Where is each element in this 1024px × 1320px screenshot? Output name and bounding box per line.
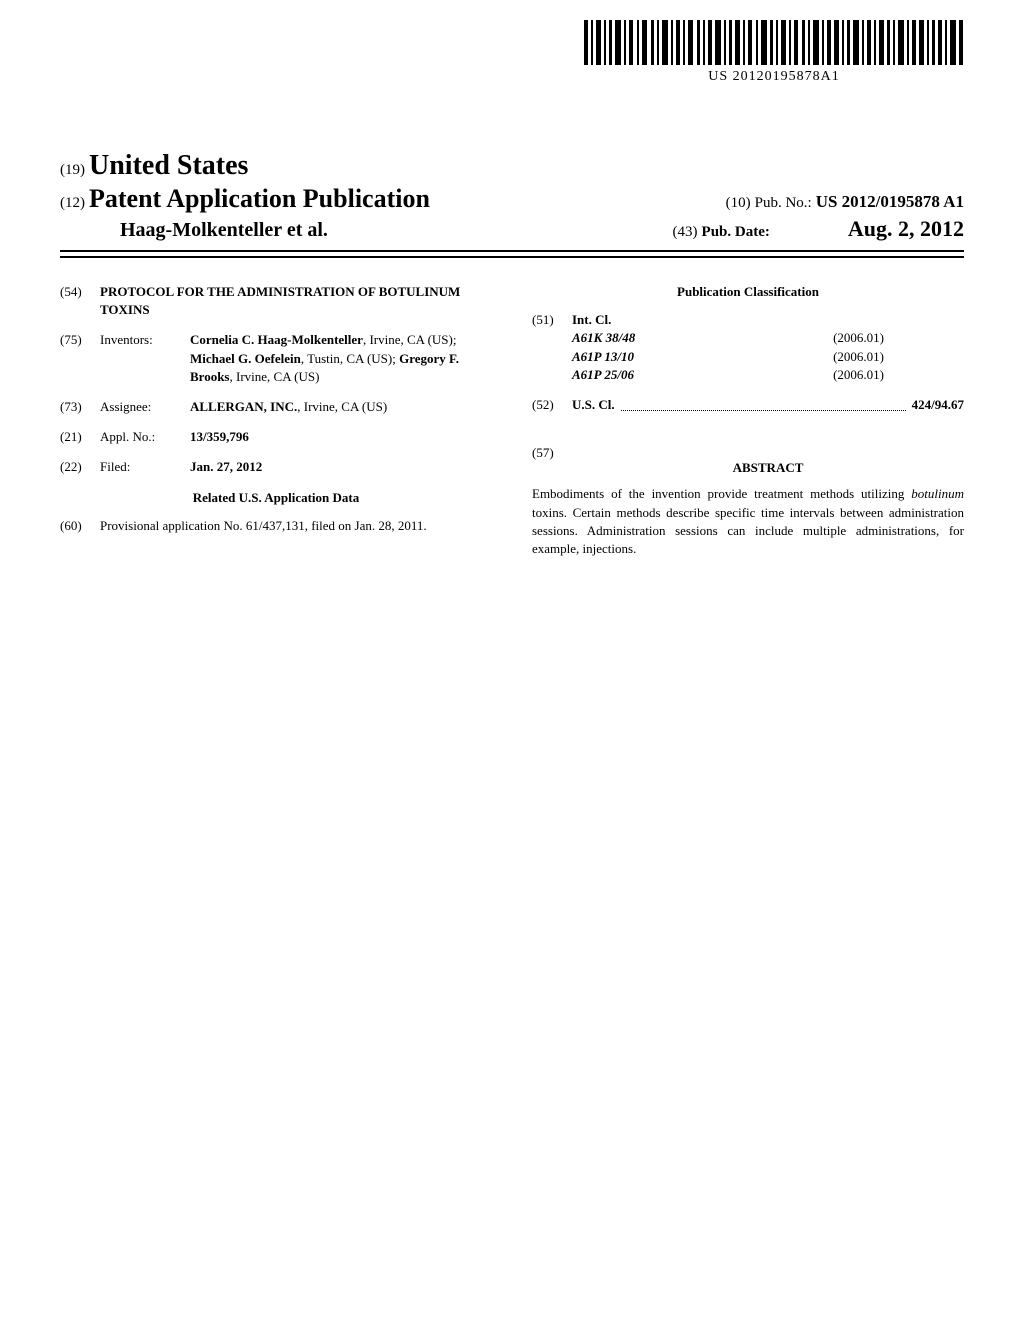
inventor-3-loc: , Irvine, CA (US) <box>230 369 320 384</box>
patent-header: (19) United States (12) Patent Applicati… <box>60 150 964 258</box>
publication-line: (12) Patent Application Publication (10)… <box>60 184 964 214</box>
abstract-code: (57) <box>532 444 572 485</box>
intcl-item: A61K 38/48 (2006.01) <box>572 329 964 347</box>
inventor-2: Michael G. Oefelein <box>190 351 301 366</box>
intcl-code: (51) <box>532 311 572 384</box>
pub-left: (12) Patent Application Publication <box>60 184 430 214</box>
pub-no-value: US 2012/0195878 A1 <box>816 192 964 211</box>
country-line: (19) United States <box>60 150 964 182</box>
right-column: Publication Classification (51) Int. Cl.… <box>532 283 964 558</box>
authors: Haag-Molkenteller et al. <box>60 219 328 242</box>
abstract-heading: ABSTRACT <box>572 459 964 477</box>
related-heading: Related U.S. Application Data <box>60 489 492 507</box>
uscl-label: U.S. Cl. <box>572 396 615 414</box>
barcode-text: US 20120195878A1 <box>584 69 964 85</box>
inventors-label: Inventors: <box>100 331 190 386</box>
intcl-item: A61P 13/10 (2006.01) <box>572 348 964 366</box>
dotfill-icon <box>621 410 906 411</box>
intcl-class-code: A61P 13/10 <box>572 348 634 366</box>
inventor-2-loc: , Tustin, CA (US); <box>301 351 399 366</box>
appl-label: Appl. No.: <box>100 428 190 446</box>
author-date-line: Haag-Molkenteller et al. (43) Pub. Date:… <box>60 216 964 252</box>
pub-code: (12) <box>60 195 85 211</box>
assignee-name: ALLERGAN, INC. <box>190 399 297 414</box>
pub-title: Patent Application Publication <box>89 184 430 213</box>
uscl-code: (52) <box>532 396 572 414</box>
inventor-1: Cornelia C. Haag-Molkenteller <box>190 332 363 347</box>
appl-code: (21) <box>60 428 100 446</box>
assignee-label: Assignee: <box>100 398 190 416</box>
appl-row: (21) Appl. No.: 13/359,796 <box>60 428 492 446</box>
barcode-block: US 20120195878A1 <box>584 20 964 85</box>
country-name: United States <box>89 150 248 181</box>
assignee-value: ALLERGAN, INC., Irvine, CA (US) <box>190 398 492 416</box>
intcl-label: Int. Cl. <box>572 311 964 329</box>
filed-label: Filed: <box>100 458 190 476</box>
appl-value: 13/359,796 <box>190 428 492 446</box>
uscl-row: (52) U.S. Cl. 424/94.67 <box>532 396 964 414</box>
intcl-class-ver: (2006.01) <box>833 329 964 347</box>
inventor-1-loc: , Irvine, CA (US); <box>363 332 457 347</box>
filed-code: (22) <box>60 458 100 476</box>
assignee-code: (73) <box>60 398 100 416</box>
intcl-class-code: A61K 38/48 <box>572 329 635 347</box>
uscl-value: 424/94.67 <box>912 396 964 414</box>
date-value: Aug. 2, 2012 <box>848 216 964 241</box>
body-columns: (54) PROTOCOL FOR THE ADMINISTRATION OF … <box>60 283 964 558</box>
inventors-value: Cornelia C. Haag-Molkenteller, Irvine, C… <box>190 331 492 386</box>
pub-no-label: Pub. No.: <box>755 195 812 211</box>
country-code: (19) <box>60 162 85 178</box>
pub-no-code: (10) <box>726 195 751 211</box>
header-divider <box>60 256 964 258</box>
patent-page: US 20120195878A1 (19) United States (12)… <box>0 0 1024 608</box>
pub-date-block: (43) Pub. Date: Aug. 2, 2012 <box>673 216 964 242</box>
classification-heading: Publication Classification <box>532 283 964 301</box>
provisional-text: Provisional application No. 61/437,131, … <box>100 517 492 535</box>
invention-title: PROTOCOL FOR THE ADMINISTRATION OF BOTUL… <box>100 283 492 319</box>
provisional-row: (60) Provisional application No. 61/437,… <box>60 517 492 535</box>
assignee-loc: , Irvine, CA (US) <box>297 399 387 414</box>
barcode-icon <box>584 20 964 65</box>
abstract-text-1: Embodiments of the invention provide tre… <box>532 486 911 501</box>
intcl-class-ver: (2006.01) <box>833 348 964 366</box>
provisional-code: (60) <box>60 517 100 535</box>
left-column: (54) PROTOCOL FOR THE ADMINISTRATION OF … <box>60 283 492 558</box>
pub-right: (10) Pub. No.: US 2012/0195878 A1 <box>726 192 964 212</box>
date-code: (43) <box>673 224 698 240</box>
intcl-class-ver: (2006.01) <box>833 366 964 384</box>
inventors-code: (75) <box>60 331 100 386</box>
filed-value: Jan. 27, 2012 <box>190 458 492 476</box>
title-row: (54) PROTOCOL FOR THE ADMINISTRATION OF … <box>60 283 492 319</box>
intcl-row: (51) Int. Cl. A61K 38/48 (2006.01) A61P … <box>532 311 964 384</box>
abstract-block: (57) ABSTRACT Embodiments of the inventi… <box>532 444 964 558</box>
intcl-class-code: A61P 25/06 <box>572 366 634 384</box>
title-code: (54) <box>60 283 100 319</box>
intcl-item: A61P 25/06 (2006.01) <box>572 366 964 384</box>
abstract-text-3: toxins. Certain methods describe specifi… <box>532 505 964 556</box>
date-label: Pub. Date: <box>702 224 770 240</box>
assignee-row: (73) Assignee: ALLERGAN, INC., Irvine, C… <box>60 398 492 416</box>
abstract-text-italic: botulinum <box>911 486 964 501</box>
abstract-body: Embodiments of the invention provide tre… <box>532 485 964 558</box>
filed-row: (22) Filed: Jan. 27, 2012 <box>60 458 492 476</box>
inventors-row: (75) Inventors: Cornelia C. Haag-Molkent… <box>60 331 492 386</box>
